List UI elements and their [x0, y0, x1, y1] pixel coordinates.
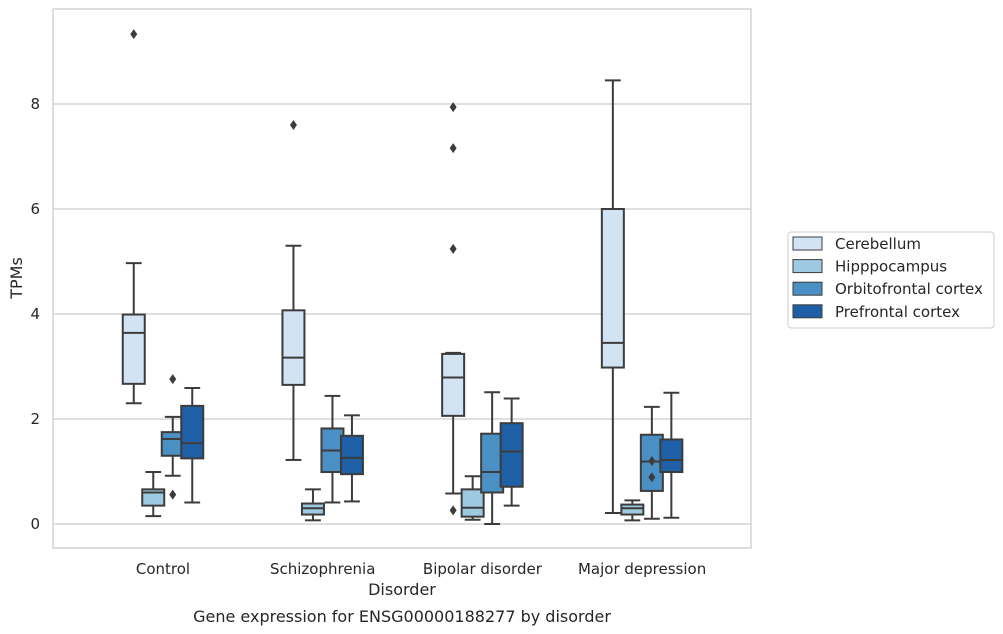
box-0-3	[600, 79, 625, 514]
box-0-0	[121, 29, 146, 405]
legend-label-0: Cerebellum	[835, 235, 921, 253]
box-1-1	[300, 488, 325, 522]
box-2-0	[160, 374, 185, 500]
legend-label-3: Prefrontal cortex	[835, 303, 960, 321]
box-1-2	[460, 475, 485, 521]
plot-frame	[52, 8, 752, 549]
x-tick-label-3: Major depression	[578, 560, 706, 578]
y-tick-labels: 0 2 4 6 8	[30, 95, 40, 533]
series-1	[141, 471, 645, 522]
legend-frame	[787, 231, 995, 329]
box-body	[460, 488, 485, 518]
y-tick-label-8: 8	[30, 95, 40, 113]
legend-label-1: Hipppocampus	[835, 258, 947, 276]
x-axis-label: Disorder	[368, 580, 436, 599]
box-3-2	[499, 397, 524, 507]
outlier-0	[449, 505, 457, 516]
box-series	[121, 29, 684, 525]
box-body	[339, 434, 364, 476]
outlier-2	[449, 143, 457, 154]
legend-swatch-2	[792, 281, 823, 296]
box-0-1	[281, 120, 306, 461]
y-tick-label-4: 4	[30, 305, 40, 323]
box-body	[281, 309, 306, 386]
x-tick-labels: Control Schizophrenia Bipolar disorder Majo…	[136, 560, 706, 578]
legend-label-2: Orbitofrontal cortex	[835, 280, 983, 298]
box-3-0	[180, 387, 205, 504]
y-tick-label-6: 6	[30, 200, 40, 218]
outlier-1	[648, 456, 656, 466]
legend-swatch-3	[792, 304, 823, 319]
y-axis-label: TPMs	[7, 257, 26, 300]
y-tick-label-2: 2	[30, 410, 40, 428]
box-body	[121, 313, 146, 385]
outlier-1	[169, 374, 177, 385]
outlier-3	[449, 102, 457, 113]
series-2	[160, 374, 664, 525]
box-body	[620, 503, 645, 516]
outlier-0	[289, 120, 297, 130]
outlier-0	[169, 489, 177, 500]
x-tick-label-2: Bipolar disorder	[423, 560, 543, 578]
legend: Cerebellum Hipppocampus Orbitofrontal cort…	[787, 231, 995, 329]
outlier-0	[130, 29, 138, 40]
series-0	[121, 29, 625, 516]
box-body	[600, 208, 625, 369]
y-tick-label-0: 0	[30, 515, 40, 533]
box-1-0	[141, 471, 166, 518]
grid-lines	[53, 103, 751, 525]
legend-swatch-0	[792, 236, 823, 251]
outlier-0	[648, 472, 656, 483]
box-body	[441, 352, 466, 417]
box-3-1	[339, 414, 364, 503]
box-body	[659, 438, 684, 474]
x-tick-label-0: Control	[136, 560, 190, 578]
outlier-1	[449, 243, 457, 254]
x-tick-label-1: Schizophrenia	[270, 560, 375, 578]
figure-caption: Gene expression for ENSG00000188277 by d…	[193, 607, 611, 626]
box-body	[180, 404, 205, 460]
box-1-3	[620, 499, 645, 522]
box-3-3	[659, 391, 684, 519]
box-body	[499, 422, 524, 488]
legend-swatch-1	[792, 259, 823, 274]
box-0-2	[441, 102, 466, 516]
series-3	[180, 387, 684, 519]
